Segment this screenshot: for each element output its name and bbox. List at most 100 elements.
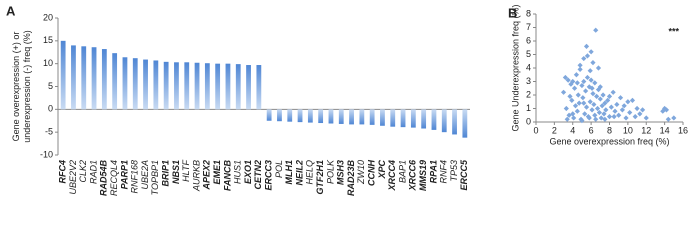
point xyxy=(606,93,613,99)
bar xyxy=(297,109,303,123)
x-tick-label: 16 xyxy=(678,125,688,135)
bar xyxy=(246,65,251,110)
bar xyxy=(194,62,200,110)
bar xyxy=(359,109,365,125)
point xyxy=(579,82,585,89)
point xyxy=(617,95,624,101)
point xyxy=(567,93,573,99)
point xyxy=(589,107,595,113)
bar xyxy=(184,62,190,110)
x-tick-label: MLH1 xyxy=(284,160,294,185)
point xyxy=(616,112,622,118)
x-tick-label: 0 xyxy=(533,125,538,135)
point xyxy=(571,115,577,121)
y-tick-label: 6 xyxy=(526,35,531,45)
point xyxy=(571,85,578,91)
point xyxy=(612,108,618,114)
point xyxy=(587,99,593,105)
bar xyxy=(256,65,262,110)
bar xyxy=(328,109,334,124)
x-tick-label: CETN2 xyxy=(253,160,263,190)
point xyxy=(627,109,633,116)
bar xyxy=(349,109,354,125)
x-tick-label: 4 xyxy=(570,125,575,135)
point xyxy=(634,105,640,112)
bar xyxy=(60,40,66,110)
point xyxy=(574,108,580,114)
point xyxy=(560,89,567,95)
point xyxy=(605,97,611,103)
point xyxy=(623,115,629,121)
point xyxy=(662,105,668,112)
bar xyxy=(71,45,76,110)
x-tick-label: XRCC6 xyxy=(408,159,418,192)
y-tick-label: 7 xyxy=(526,22,531,32)
point xyxy=(599,103,605,109)
point xyxy=(602,100,608,106)
point xyxy=(584,74,591,81)
point xyxy=(608,104,614,110)
x-tick-label: RECQL4 xyxy=(109,160,119,196)
x-tick-label: RNF4 xyxy=(439,160,449,184)
point xyxy=(563,105,569,112)
point xyxy=(574,80,580,86)
x-tick-label: MMS19 xyxy=(418,160,428,191)
bar xyxy=(369,109,375,125)
point xyxy=(583,104,590,110)
x-tick-label: UBE2A xyxy=(140,160,150,190)
point xyxy=(619,107,625,113)
bar xyxy=(431,109,437,130)
point xyxy=(614,101,620,108)
point xyxy=(570,78,576,85)
x-tick-label: 8 xyxy=(607,125,612,135)
x-tick-label: MSH3 xyxy=(336,160,346,185)
point xyxy=(577,66,583,72)
x-tick-label: EXO1 xyxy=(243,160,253,184)
y-tick-label: 10 xyxy=(43,58,53,68)
x-tick-label: 6 xyxy=(589,125,594,135)
point xyxy=(629,97,636,103)
point xyxy=(596,109,602,116)
point xyxy=(665,116,671,122)
bar xyxy=(91,47,97,110)
bar xyxy=(462,109,468,138)
point xyxy=(595,65,602,71)
point xyxy=(583,43,590,49)
x-tick-label: PARP1 xyxy=(119,160,129,189)
x-tick-label: 2 xyxy=(552,125,557,135)
point xyxy=(581,55,587,62)
bar xyxy=(287,109,293,122)
point xyxy=(586,84,592,90)
y-tick-label: -5 xyxy=(45,127,53,137)
bar xyxy=(143,59,148,110)
point xyxy=(566,112,572,118)
bar xyxy=(204,63,210,110)
x-tick-label: 14 xyxy=(660,125,670,135)
bar xyxy=(235,64,241,110)
point xyxy=(637,111,643,117)
bar xyxy=(400,109,406,128)
y-tick-label: 0 xyxy=(48,104,53,114)
bar xyxy=(441,109,447,133)
point xyxy=(594,93,600,99)
point xyxy=(587,68,593,74)
bar xyxy=(266,109,272,121)
point xyxy=(593,116,599,122)
bar xyxy=(122,57,128,110)
point xyxy=(660,108,666,114)
bar xyxy=(338,109,344,124)
bar xyxy=(390,109,396,127)
x-axis-label: Gene overexpression freq (%) xyxy=(549,136,669,146)
point xyxy=(590,60,596,66)
bar xyxy=(225,63,231,110)
point xyxy=(570,111,576,117)
x-tick-label: RAD23B xyxy=(346,160,356,197)
x-tick-label: RPA1 xyxy=(428,160,438,183)
y-tick-label: 3 xyxy=(526,76,531,86)
point xyxy=(597,84,603,90)
point xyxy=(586,115,592,121)
bar xyxy=(307,109,313,123)
bar xyxy=(132,58,138,110)
bar xyxy=(318,109,324,124)
